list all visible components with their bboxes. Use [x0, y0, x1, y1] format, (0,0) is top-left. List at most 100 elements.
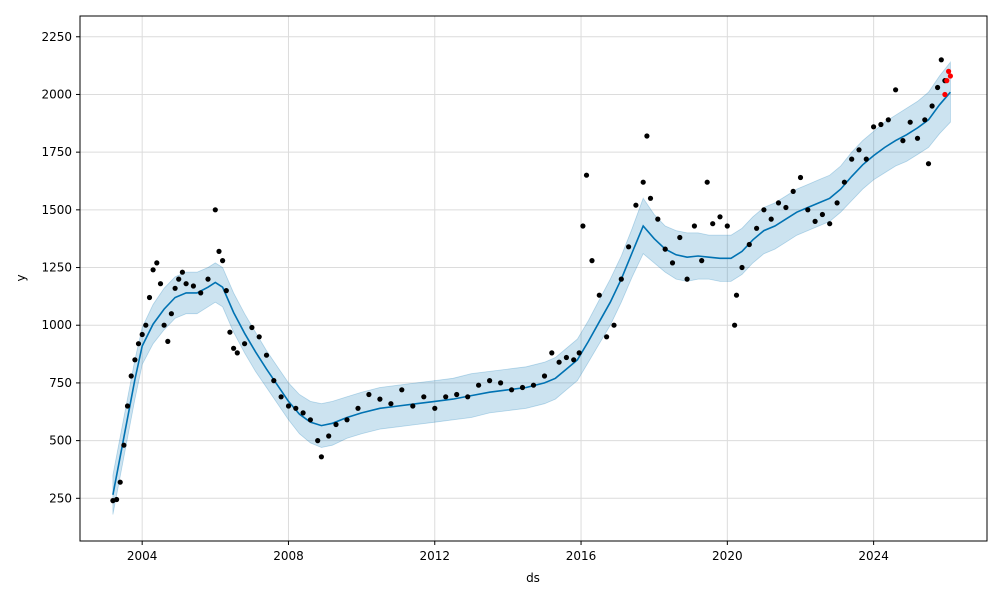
observed-point	[768, 216, 774, 222]
observed-point	[618, 276, 624, 282]
observed-point	[596, 292, 602, 298]
y-tick-label: 250	[49, 491, 72, 505]
observed-point	[644, 133, 650, 139]
observed-point	[135, 341, 142, 347]
observed-point	[154, 260, 160, 266]
forecast-point	[944, 78, 950, 84]
y-tick-label: 1750	[41, 145, 72, 159]
observed-point	[157, 281, 164, 287]
observed-point	[699, 258, 705, 264]
observed-point	[922, 117, 928, 123]
observed-point	[640, 179, 646, 185]
observed-point	[212, 207, 218, 213]
observed-point	[443, 394, 449, 400]
observed-point	[432, 405, 438, 411]
observed-point	[114, 496, 120, 503]
observed-point	[216, 248, 222, 254]
observed-point	[161, 322, 167, 328]
observed-point	[179, 269, 185, 275]
observed-point	[929, 103, 935, 109]
uncertainty-band	[112, 61, 951, 515]
observed-point	[790, 188, 796, 194]
observed-point	[421, 394, 427, 400]
x-axis-label: ds	[526, 571, 540, 585]
y-tick-label: 2250	[41, 30, 72, 44]
observed-point	[198, 290, 204, 296]
observed-point	[563, 354, 570, 361]
observed-point	[900, 138, 906, 144]
observed-point	[754, 225, 760, 231]
y-tick-label: 500	[49, 434, 72, 448]
observed-point	[746, 241, 752, 248]
observed-point	[487, 378, 493, 384]
observed-point	[655, 216, 661, 222]
observed-point	[576, 350, 582, 356]
x-tick-label: 2016	[566, 549, 597, 563]
observed-point	[146, 294, 153, 301]
y-tick-label: 2000	[41, 87, 72, 101]
observed-point	[410, 403, 416, 409]
observed-point	[344, 417, 350, 423]
observed-point	[733, 292, 740, 298]
y-axis-ticks: 250 500 750 1000 1250 1500 1750 2000 2250	[41, 30, 80, 505]
observed-point	[143, 322, 149, 328]
observed-point	[704, 179, 710, 185]
observed-point	[132, 357, 138, 363]
trend-line	[112, 91, 952, 495]
grid	[80, 16, 987, 541]
observed-point	[914, 135, 921, 141]
observed-point	[249, 324, 255, 331]
observed-point	[300, 410, 306, 416]
observed-point	[583, 172, 590, 178]
observed-point	[176, 276, 182, 282]
observed-point	[231, 345, 237, 351]
y-axis-label: y	[14, 274, 28, 281]
observed-point	[775, 200, 782, 206]
y-tick-label: 1000	[41, 318, 72, 332]
observed-point	[278, 394, 284, 400]
observed-point	[732, 322, 738, 328]
x-axis-ticks: 2004 2008 2012 2016 2020 2024	[127, 541, 889, 563]
observed-point	[662, 246, 668, 252]
observed-point	[739, 264, 745, 271]
observed-point	[307, 417, 313, 423]
observed-point	[150, 267, 156, 273]
observed-point	[783, 204, 789, 211]
forecast-point	[942, 91, 948, 98]
observed-point	[907, 119, 913, 125]
x-tick-label: 2008	[273, 549, 304, 563]
x-tick-label: 2020	[712, 549, 743, 563]
x-tick-label: 2024	[858, 549, 889, 563]
observed-point	[691, 223, 698, 229]
observed-point	[626, 244, 632, 250]
observed-point	[476, 382, 482, 388]
forecast-point	[947, 73, 954, 79]
observed-point	[263, 352, 270, 358]
observed-point	[530, 382, 537, 388]
observed-point	[519, 384, 526, 391]
observed-point	[549, 350, 555, 356]
observed-point	[139, 331, 145, 338]
observed-point	[121, 442, 127, 448]
y-tick-label: 1250	[41, 261, 72, 275]
observed-point	[172, 285, 178, 291]
observed-point	[611, 322, 617, 328]
observed-point	[326, 433, 332, 439]
observed-point	[849, 156, 855, 162]
observed-point	[168, 311, 174, 317]
observed-point	[128, 373, 134, 379]
observed-point	[256, 334, 262, 340]
observed-point	[242, 341, 248, 347]
observed-point	[863, 156, 869, 162]
y-tick-label: 750	[49, 376, 72, 390]
observed-point	[710, 221, 716, 227]
forecast-point	[946, 68, 952, 74]
observed-point	[183, 281, 189, 287]
observed-point	[465, 394, 471, 400]
observed-point	[805, 207, 811, 213]
observed-point	[293, 405, 299, 411]
observed-point	[717, 214, 723, 220]
observed-point	[355, 405, 361, 411]
